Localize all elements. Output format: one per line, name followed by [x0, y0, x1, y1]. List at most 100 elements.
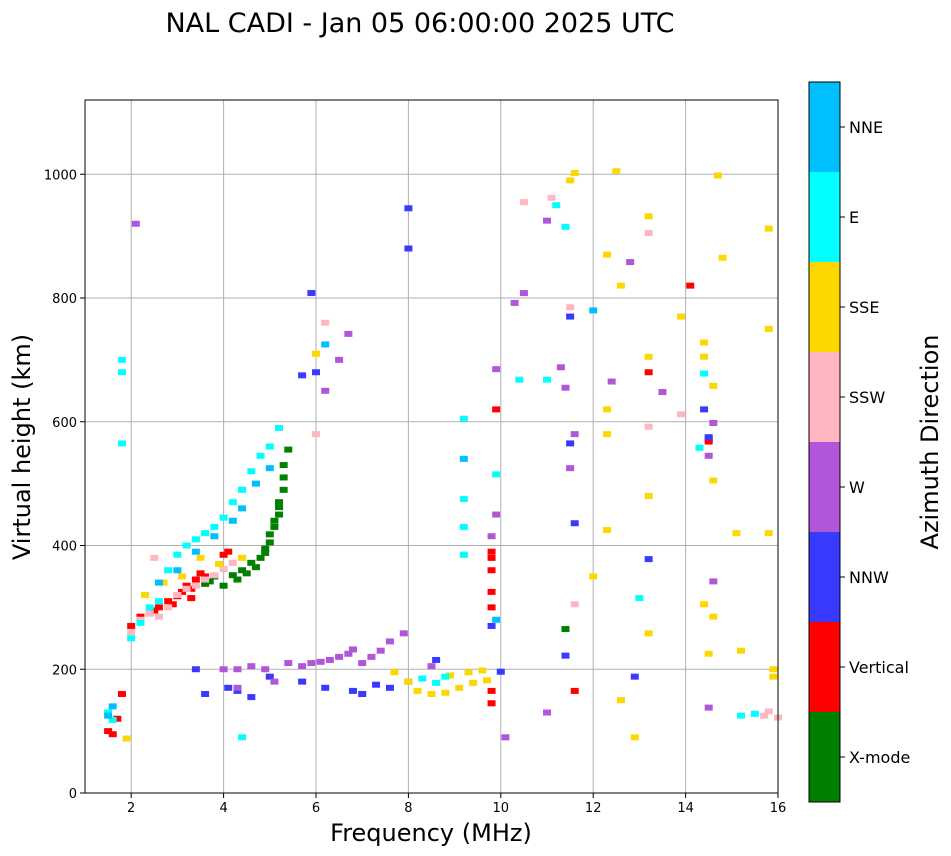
data-point [154, 579, 163, 586]
data-point [159, 579, 168, 586]
data-point [117, 369, 126, 376]
data-point [256, 452, 265, 459]
colorbar-segment [809, 712, 840, 802]
data-point [228, 559, 237, 566]
colorbar-segment [809, 532, 840, 622]
data-point [459, 455, 468, 462]
data-points [104, 168, 782, 742]
data-point [367, 653, 376, 660]
data-point [358, 691, 367, 697]
data-point [570, 431, 579, 438]
data-point [279, 462, 288, 469]
data-point [191, 548, 200, 555]
data-point [737, 712, 746, 719]
data-point [228, 517, 237, 524]
colorbar-label: Azimuth Direction [916, 335, 944, 550]
data-point [492, 511, 501, 518]
data-point [168, 601, 177, 608]
series-e [104, 202, 759, 741]
colorbar-tick-label: SSW [849, 388, 885, 407]
y-tick-label: 600 [52, 416, 77, 431]
data-point [603, 527, 612, 534]
data-point [261, 545, 270, 552]
data-point [108, 716, 117, 723]
data-point [348, 646, 357, 653]
x-tick-label: 12 [585, 801, 602, 816]
data-point [335, 356, 344, 363]
data-point [603, 251, 612, 258]
data-point [191, 536, 200, 543]
data-point [464, 669, 473, 676]
data-point [566, 440, 575, 447]
data-point [219, 551, 228, 558]
data-point [150, 554, 159, 561]
data-point [219, 666, 228, 673]
data-point [344, 650, 353, 657]
data-point [704, 650, 713, 657]
colorbar-tick-label: Vertical [849, 658, 909, 677]
chart-title: NAL CADI - Jan 05 06:00:00 2025 UTC [165, 8, 674, 39]
data-point [270, 678, 279, 685]
colorbar-frame [808, 81, 841, 803]
data-point [459, 415, 468, 422]
data-point [676, 313, 685, 320]
data-point [570, 520, 579, 527]
data-point [312, 350, 320, 357]
data-point [298, 678, 307, 685]
data-point [589, 307, 598, 314]
data-point [459, 523, 468, 530]
data-point [136, 613, 145, 620]
data-point [764, 225, 773, 232]
data-point [704, 438, 713, 445]
x-tick-label: 4 [219, 801, 227, 816]
data-point [603, 406, 612, 413]
data-point [265, 531, 274, 538]
data-point [201, 580, 210, 587]
data-point [487, 700, 496, 707]
data-point [492, 366, 501, 373]
data-point [612, 168, 621, 175]
data-point [145, 610, 154, 617]
data-point [769, 673, 778, 680]
data-point [501, 734, 510, 741]
data-point [117, 440, 126, 447]
data-point [764, 325, 773, 332]
data-point [399, 630, 408, 637]
data-point [344, 330, 353, 337]
data-point [547, 194, 556, 201]
data-point [182, 582, 191, 589]
plot-frame [84, 99, 779, 794]
data-point [242, 570, 251, 577]
data-point [418, 675, 427, 682]
data-point [519, 290, 528, 297]
data-point [219, 582, 228, 589]
x-tick-label: 14 [677, 801, 694, 816]
data-point [201, 530, 210, 537]
data-point [141, 592, 150, 598]
data-point [270, 523, 279, 530]
data-point [487, 588, 496, 595]
data-point [427, 663, 436, 670]
data-point [154, 604, 163, 611]
data-point [686, 282, 695, 289]
data-point [127, 635, 136, 642]
colorbar-tick-label: SSE [849, 298, 879, 317]
data-point [561, 626, 570, 633]
data-point [219, 566, 228, 573]
data-point [247, 468, 256, 475]
data-point [441, 689, 450, 696]
data-point [201, 691, 210, 697]
data-point [469, 679, 478, 686]
data-point [718, 254, 727, 261]
data-point [487, 554, 496, 561]
data-point [247, 694, 256, 701]
data-point [154, 613, 163, 620]
data-point [519, 199, 528, 206]
y-axis-label: Virtual height (km) [8, 334, 36, 560]
data-point [487, 548, 496, 555]
x-axis-ticks: 2 4 6 8 10 12 14 16 [127, 793, 786, 816]
data-point [390, 669, 399, 676]
data-point [247, 559, 256, 566]
data-point [187, 595, 196, 602]
data-point [136, 616, 145, 623]
